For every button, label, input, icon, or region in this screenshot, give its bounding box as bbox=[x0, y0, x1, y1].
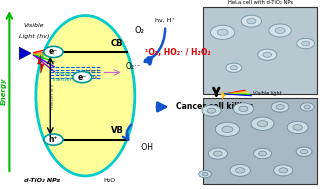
Circle shape bbox=[236, 168, 245, 173]
Text: e⁻: e⁻ bbox=[77, 73, 87, 82]
Bar bbox=[204, 98, 317, 184]
Circle shape bbox=[211, 25, 235, 40]
Circle shape bbox=[269, 24, 291, 37]
Circle shape bbox=[44, 134, 63, 145]
Circle shape bbox=[247, 19, 256, 24]
Text: Visible: Visible bbox=[24, 23, 44, 28]
Text: Cancer cell killing: Cancer cell killing bbox=[176, 102, 253, 112]
Circle shape bbox=[271, 102, 289, 112]
Circle shape bbox=[226, 63, 242, 72]
Text: defect
state: defect state bbox=[84, 69, 100, 80]
Circle shape bbox=[217, 29, 228, 36]
Circle shape bbox=[263, 52, 272, 57]
Text: e⁻: e⁻ bbox=[49, 47, 58, 57]
Text: ¹O₂, HO₂· / H₂O₂: ¹O₂, HO₂· / H₂O₂ bbox=[145, 48, 211, 57]
Circle shape bbox=[253, 148, 271, 159]
Circle shape bbox=[215, 122, 240, 136]
Text: O₂·⁻: O₂·⁻ bbox=[125, 62, 141, 71]
Circle shape bbox=[296, 147, 312, 156]
Text: CB: CB bbox=[111, 39, 124, 48]
Polygon shape bbox=[221, 91, 225, 99]
Circle shape bbox=[300, 150, 308, 154]
Text: H₂O: H₂O bbox=[103, 178, 116, 183]
Text: d-TiO₂ NPs: d-TiO₂ NPs bbox=[24, 178, 60, 183]
Circle shape bbox=[293, 125, 302, 130]
Circle shape bbox=[257, 121, 268, 127]
Circle shape bbox=[230, 66, 237, 70]
Circle shape bbox=[275, 28, 285, 33]
Circle shape bbox=[287, 121, 308, 134]
Text: transfer of e⁻: transfer of e⁻ bbox=[52, 82, 55, 109]
Polygon shape bbox=[37, 55, 44, 73]
Circle shape bbox=[297, 38, 315, 49]
Text: charge
transfer: charge transfer bbox=[53, 71, 73, 82]
Text: hv, H⁺: hv, H⁺ bbox=[155, 18, 175, 23]
Circle shape bbox=[199, 170, 212, 178]
Circle shape bbox=[276, 105, 284, 109]
Circle shape bbox=[44, 46, 63, 57]
Text: Light (hv): Light (hv) bbox=[19, 34, 50, 39]
Text: ·OH: ·OH bbox=[139, 143, 153, 153]
Circle shape bbox=[202, 105, 221, 116]
Circle shape bbox=[73, 71, 92, 83]
Text: O₂: O₂ bbox=[135, 26, 145, 35]
Bar bbox=[204, 7, 317, 94]
Circle shape bbox=[233, 103, 253, 115]
Circle shape bbox=[222, 126, 233, 132]
Text: h⁺: h⁺ bbox=[49, 135, 58, 144]
Circle shape bbox=[302, 41, 310, 46]
Circle shape bbox=[230, 164, 251, 176]
Circle shape bbox=[213, 151, 222, 156]
Text: HeLa cell with d-TiO₂ NPs: HeLa cell with d-TiO₂ NPs bbox=[228, 0, 293, 5]
Ellipse shape bbox=[36, 15, 135, 176]
Circle shape bbox=[279, 168, 288, 173]
Circle shape bbox=[304, 105, 310, 109]
Text: Energy: Energy bbox=[1, 77, 7, 105]
Circle shape bbox=[300, 103, 314, 111]
Circle shape bbox=[274, 165, 293, 176]
Circle shape bbox=[259, 151, 267, 156]
Circle shape bbox=[207, 108, 216, 113]
Text: Visible light: Visible light bbox=[253, 91, 282, 96]
Circle shape bbox=[208, 148, 228, 159]
Text: VB: VB bbox=[111, 126, 124, 136]
Circle shape bbox=[239, 106, 248, 112]
Circle shape bbox=[202, 172, 208, 176]
Circle shape bbox=[251, 117, 274, 130]
Circle shape bbox=[258, 49, 277, 60]
Polygon shape bbox=[19, 47, 31, 59]
Circle shape bbox=[241, 15, 261, 27]
